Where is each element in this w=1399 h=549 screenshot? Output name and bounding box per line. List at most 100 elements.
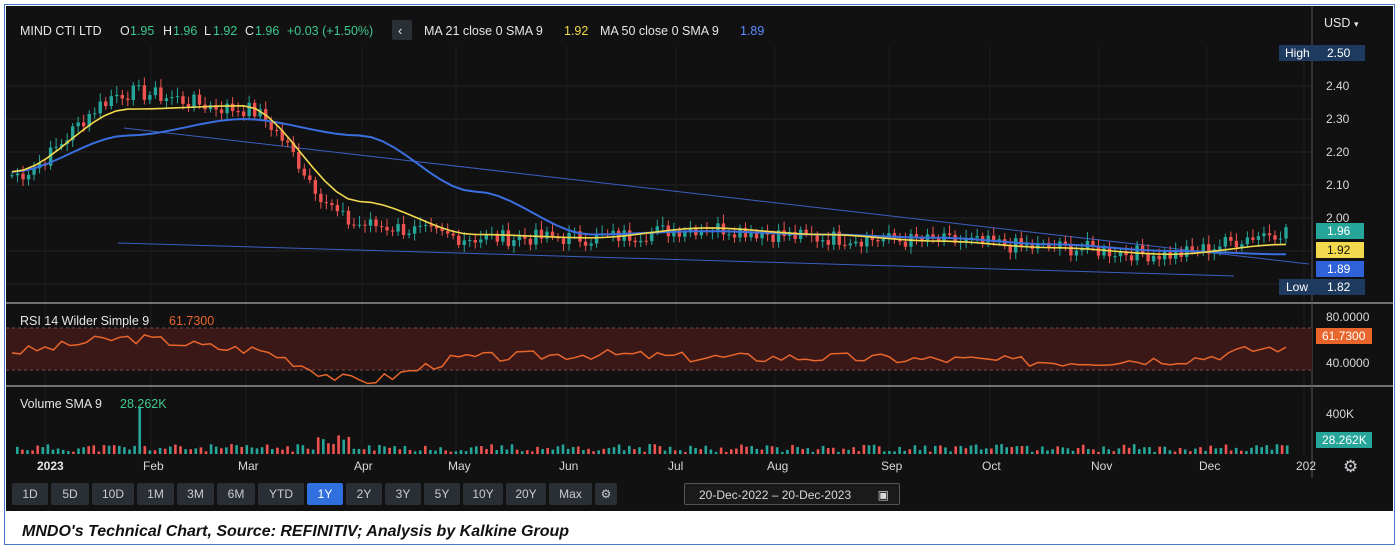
candle-body bbox=[1256, 236, 1261, 240]
range-button-5y[interactable]: 5Y bbox=[424, 483, 460, 505]
time-tick: Aug bbox=[767, 459, 788, 473]
candle-body bbox=[81, 122, 86, 127]
volume-bar bbox=[1122, 444, 1126, 454]
range-button-10y[interactable]: 10Y bbox=[463, 483, 503, 505]
volume-bar bbox=[1209, 445, 1212, 454]
volume-bar bbox=[699, 449, 702, 454]
volume-bar bbox=[36, 445, 39, 454]
candle-body bbox=[633, 240, 637, 243]
candle-body bbox=[506, 230, 511, 246]
volume-bar bbox=[867, 445, 871, 454]
volume-bar bbox=[730, 449, 733, 454]
volume-bar bbox=[367, 445, 371, 454]
candle-body bbox=[59, 144, 64, 147]
time-tick: Jul bbox=[668, 459, 683, 473]
candle-body bbox=[214, 105, 218, 110]
volume-bar bbox=[97, 451, 101, 454]
range-button-1d[interactable]: 1D bbox=[12, 483, 48, 505]
range-button-6m[interactable]: 6M bbox=[217, 483, 255, 505]
candle-body bbox=[826, 240, 830, 245]
time-tick: Apr bbox=[354, 459, 373, 473]
candle-body bbox=[346, 210, 351, 225]
candle-body bbox=[468, 240, 472, 242]
volume-bar bbox=[1081, 444, 1085, 454]
volume-bar bbox=[82, 447, 85, 454]
volume-bar bbox=[520, 451, 524, 454]
candle-body bbox=[672, 229, 676, 237]
range-button-1m[interactable]: 1M bbox=[137, 483, 174, 505]
date-to: 20-Dec-2023 bbox=[781, 488, 852, 502]
volume-bar bbox=[362, 449, 366, 454]
candle-body bbox=[423, 224, 428, 226]
volume-bar bbox=[1148, 447, 1151, 454]
range-button-2y[interactable]: 2Y bbox=[346, 483, 382, 505]
candle-body bbox=[230, 103, 235, 112]
range-button-max[interactable]: Max bbox=[549, 483, 592, 505]
candle-body bbox=[153, 87, 158, 96]
candle-body bbox=[1207, 244, 1211, 254]
candle-body bbox=[126, 98, 130, 101]
candle-body bbox=[159, 87, 163, 102]
volume-bar bbox=[990, 448, 993, 454]
range-button-1y[interactable]: 1Y bbox=[307, 483, 343, 505]
ma21-line bbox=[11, 104, 1287, 256]
date-range-picker[interactable]: 20-Dec-2022 – 20-Dec-2023 ▣ bbox=[684, 483, 900, 505]
collapse-legend-button[interactable] bbox=[392, 20, 412, 40]
settings-gear-icon[interactable]: ⚙ bbox=[1343, 457, 1358, 476]
range-settings-icon[interactable]: ⚙ bbox=[595, 483, 617, 505]
volume-bar bbox=[852, 447, 855, 454]
candle-body bbox=[821, 240, 825, 242]
price-tick: 2.20 bbox=[1326, 145, 1350, 159]
candle-body bbox=[291, 142, 295, 153]
candle-body bbox=[21, 173, 25, 180]
volume-bar bbox=[332, 443, 335, 454]
currency-selector[interactable]: USD bbox=[1324, 16, 1350, 30]
range-button-20y[interactable]: 20Y bbox=[506, 483, 546, 505]
candle-body bbox=[561, 238, 566, 244]
candle-body bbox=[881, 238, 886, 242]
volume-bar bbox=[1020, 446, 1024, 454]
candle-body bbox=[854, 241, 858, 244]
volume-bar bbox=[1204, 450, 1207, 454]
range-button-3m[interactable]: 3M bbox=[177, 483, 214, 505]
range-button-3y[interactable]: 3Y bbox=[385, 483, 421, 505]
candle-body bbox=[975, 235, 979, 238]
candle-body bbox=[749, 232, 753, 238]
volume-bar bbox=[541, 449, 544, 454]
volume-bar bbox=[842, 448, 845, 454]
volume-bar bbox=[765, 445, 769, 454]
candle-body bbox=[368, 219, 373, 226]
volume-bar bbox=[903, 450, 906, 454]
candle-body bbox=[479, 239, 483, 243]
candle-body bbox=[225, 103, 229, 114]
volume-bar bbox=[220, 448, 223, 454]
volume-bar bbox=[1158, 446, 1161, 454]
time-tick: 202 bbox=[1296, 459, 1316, 473]
candle-body bbox=[164, 98, 169, 102]
candle-body bbox=[115, 94, 119, 97]
volume-bar bbox=[679, 450, 682, 454]
candle-body bbox=[219, 109, 224, 114]
price-tick: 2.40 bbox=[1326, 79, 1350, 93]
chart-area: MIND CTI LTD O 1.95 H 1.96 L 1.92 C 1.96… bbox=[6, 6, 1393, 511]
volume-bar bbox=[821, 445, 825, 454]
range-button-10d[interactable]: 10D bbox=[92, 483, 134, 505]
range-button-ytd[interactable]: YTD bbox=[258, 483, 304, 505]
candle-body bbox=[683, 232, 687, 237]
volume-bar bbox=[41, 447, 45, 454]
candle-body bbox=[1019, 238, 1023, 246]
high-value-bg bbox=[1317, 45, 1365, 61]
volume-bar bbox=[61, 449, 65, 454]
range-button-5d[interactable]: 5D bbox=[51, 483, 89, 505]
candle-body bbox=[947, 233, 952, 235]
volume-bar bbox=[31, 450, 34, 454]
volume-bar bbox=[311, 449, 315, 454]
volume-bar bbox=[791, 444, 794, 454]
candle-body bbox=[412, 226, 417, 234]
volume-value: 28.262K bbox=[120, 397, 167, 411]
candle-body bbox=[385, 226, 389, 231]
volume-bar bbox=[750, 446, 753, 454]
candle-body bbox=[594, 234, 599, 244]
low-value: 1.82 bbox=[1327, 280, 1351, 294]
volume-bar bbox=[1270, 449, 1274, 454]
